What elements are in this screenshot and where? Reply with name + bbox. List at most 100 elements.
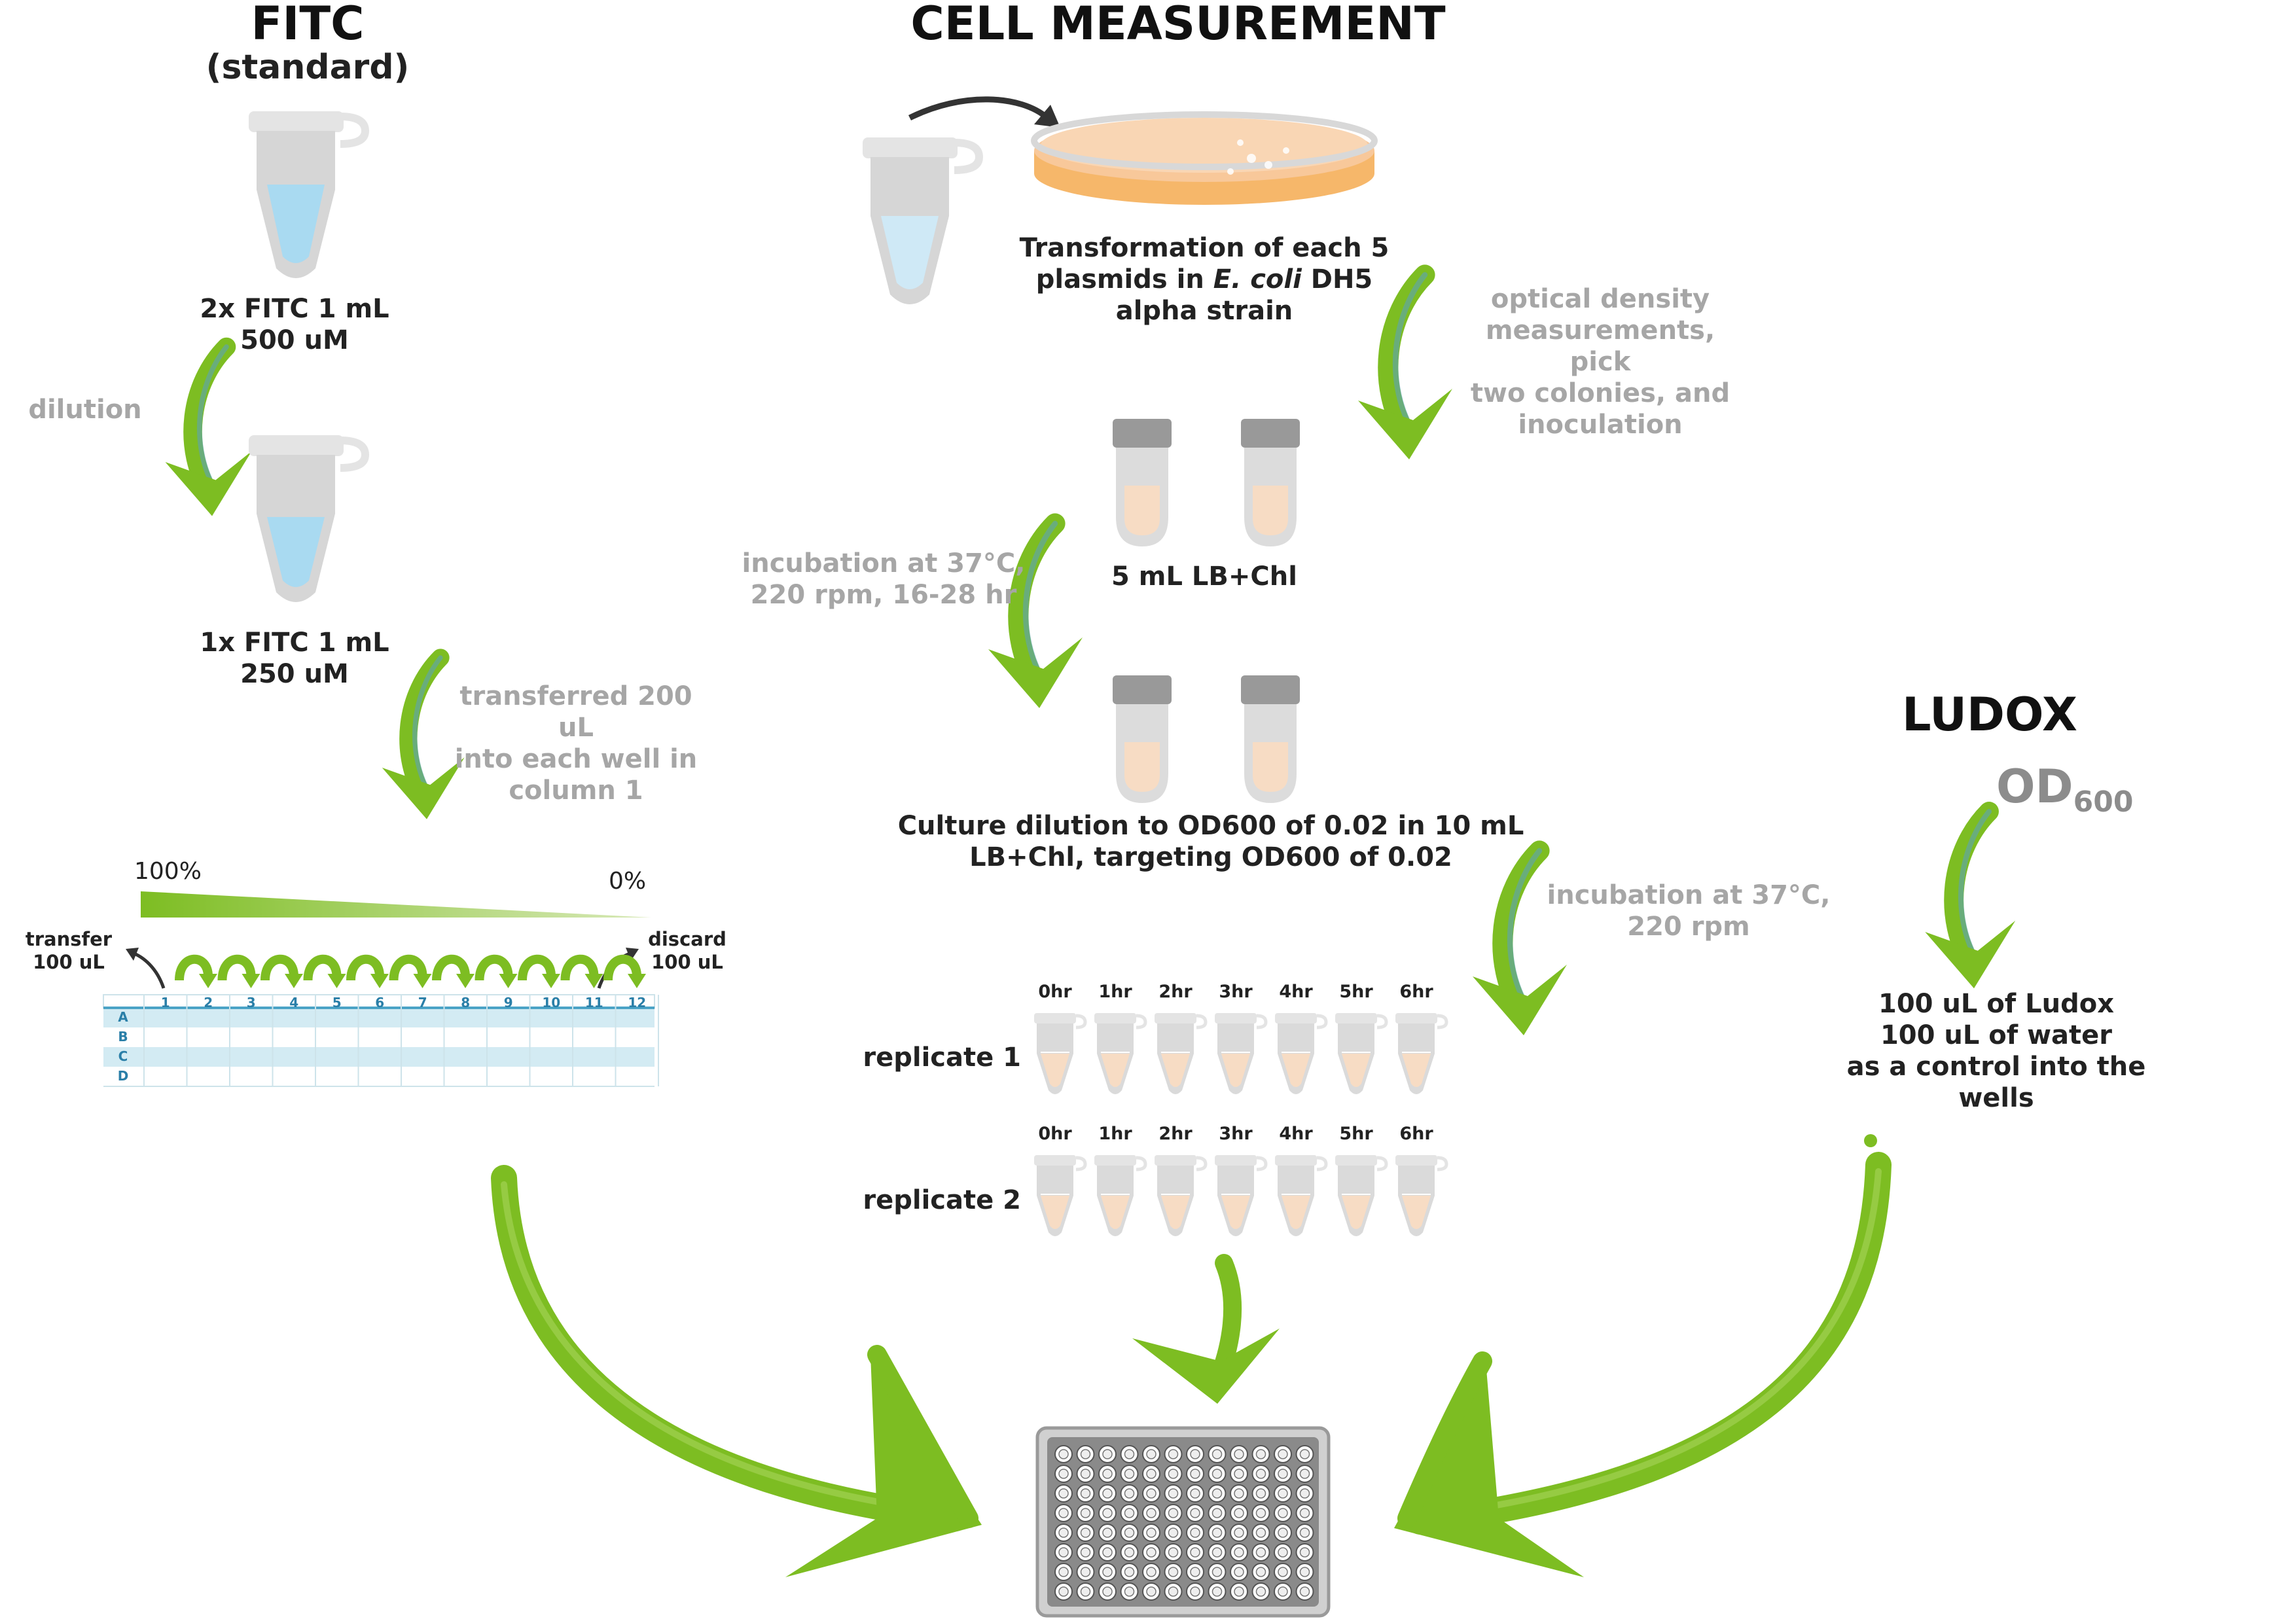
timepoint-label: 5hr: [1339, 1124, 1373, 1144]
timepoint-label: 0hr: [1038, 1124, 1072, 1144]
transfer-arrow-left-icon: [130, 950, 166, 989]
replicate-1-tubes: [1034, 1013, 1446, 1094]
replicate-2-tubes: [1034, 1155, 1446, 1236]
replicate-1-label: replicate 1: [863, 1043, 1021, 1073]
plate-column-label: 6: [375, 995, 385, 1010]
fitc-tube2-label: 1x FITC 1 mL 250 uM: [200, 628, 389, 689]
replicate-2-label: replicate 2: [863, 1185, 1021, 1215]
timepoint-tube-icon: [1395, 1155, 1446, 1236]
culture-tube-1-icon: [1113, 419, 1172, 546]
plate-column-label: 10: [542, 995, 561, 1010]
ludox-description: 100 uL of Ludox 100 uL of water as a contr…: [1846, 989, 2146, 1113]
96-well-plate-icon: [1035, 1426, 1331, 1618]
mini-transfer-arrow-icon: [351, 959, 389, 988]
timepoint-label: 6hr: [1399, 982, 1433, 1002]
fitc-tube1-label: 2x FITC 1 mL 500 uM: [200, 294, 389, 355]
mini-transfer-arrow-icon: [308, 959, 346, 988]
dilution-label: dilution: [28, 395, 142, 425]
mini-transfer-arrow-icon: [223, 959, 260, 988]
plate-column-label: 3: [246, 995, 256, 1010]
serial-transfer-arrows: [179, 959, 646, 988]
timepoint-tube-icon: [1034, 1013, 1085, 1094]
plate-row-label: A: [118, 1009, 128, 1025]
timepoint-tube-icon: [1215, 1155, 1266, 1236]
mini-transfer-arrow-icon: [179, 959, 217, 988]
culture-tube-2-icon: [1241, 419, 1300, 546]
fitc-tube-2x-icon: [249, 111, 370, 278]
plate-row-label: D: [117, 1068, 129, 1084]
timepoint-tube-icon: [1335, 1013, 1386, 1094]
timepoint-tube-icon: [1155, 1013, 1206, 1094]
timepoint-label: 3hr: [1219, 982, 1253, 1002]
plate-column-label: 5: [332, 995, 342, 1010]
to-dish-arrow-icon: [908, 96, 1049, 121]
plate-column-label: 4: [289, 995, 299, 1010]
plate-column-label: 2: [204, 995, 213, 1010]
timepoint-tube-icon: [1335, 1155, 1386, 1236]
timepoint-label: 1hr: [1098, 1124, 1132, 1144]
incubation-note-2: incubation at 37°C, 220 rpm: [1547, 880, 1831, 942]
discard-label: discard 100 uL: [648, 928, 726, 973]
cell-measurement-title: CELL MEASUREMENT: [910, 0, 1446, 50]
mini-transfer-arrow-icon: [480, 959, 518, 988]
plate-column-label: 7: [418, 995, 427, 1010]
timepoint-tube-icon: [1034, 1155, 1085, 1236]
incubation-arrow-2-icon: [1473, 851, 1567, 1035]
timepoint-tube-icon: [1215, 1013, 1266, 1094]
dilution-plate-grid: [103, 994, 659, 1087]
fitc-title: FITC: [251, 0, 365, 50]
plasmid-tube-icon: [863, 137, 984, 304]
plate-column-label: 11: [584, 995, 603, 1010]
ludox-to-plate-arrow-icon: [1394, 1152, 1892, 1577]
timepoint-label: 4hr: [1279, 1124, 1313, 1144]
ludox-arrow-icon: [1925, 812, 2015, 988]
transfer-note: transferred 200 uL into each well in colum…: [454, 681, 698, 806]
dilution-arrow-icon: [166, 347, 252, 516]
timepoint-tube-icon: [1155, 1155, 1206, 1236]
gradient-start-label: 100%: [134, 858, 202, 885]
timepoint-label: 2hr: [1158, 1124, 1193, 1144]
culture-tube-3-icon: [1113, 675, 1172, 803]
gradient-end-label: 0%: [609, 868, 647, 895]
timepoint-label: 3hr: [1219, 1124, 1253, 1144]
timepoint-tube-icon: [1275, 1155, 1326, 1236]
od-measurement-note: optical density measurements, pick two col…: [1470, 284, 1731, 440]
fitc-subtitle: (standard): [206, 48, 410, 87]
plate-column-label: 1: [160, 995, 170, 1010]
fitc-to-plate-arrow-icon: [491, 1165, 982, 1577]
timepoint-tube-icon: [1395, 1013, 1446, 1094]
timepoint-label: 6hr: [1399, 1124, 1433, 1144]
ludox-title: LUDOX: [1901, 688, 2078, 741]
culture-tube-4-icon: [1241, 675, 1300, 803]
transformation-label: Transformation of each 5 plasmids in E. …: [1019, 233, 1390, 326]
plate-column-label: 8: [461, 995, 471, 1010]
timepoint-tube-icon: [1275, 1013, 1326, 1094]
medium-label: 5 mL LB+Chl: [1111, 562, 1297, 592]
mini-transfer-arrow-icon: [394, 959, 432, 988]
timepoint-label: 4hr: [1279, 982, 1313, 1002]
mini-transfer-arrow-icon: [265, 959, 303, 988]
timepoint-label: 2hr: [1158, 982, 1193, 1002]
plate-column-label: 12: [628, 995, 647, 1010]
plate-column-label: 9: [503, 995, 513, 1010]
petri-dish-icon: [1031, 111, 1378, 205]
incubation-note-1: incubation at 37°C, 220 rpm, 16-28 hr: [742, 548, 1026, 610]
ludox-dot: [1864, 1134, 1877, 1147]
mini-transfer-arrow-icon: [522, 959, 560, 988]
mini-transfer-arrow-icon: [437, 959, 475, 988]
timepoint-label: 1hr: [1098, 982, 1132, 1002]
mini-transfer-arrow-icon: [565, 959, 603, 988]
fitc-tube-1x-icon: [249, 435, 370, 602]
to-plate-arrow-icon: [1132, 1254, 1280, 1404]
concentration-gradient: [141, 891, 651, 918]
timepoint-label: 5hr: [1339, 982, 1373, 1002]
od600-label: OD600: [1996, 760, 2134, 819]
timepoint-tube-icon: [1094, 1155, 1145, 1236]
plate-row-label: B: [118, 1029, 128, 1044]
plate-row-label: C: [118, 1048, 128, 1064]
timepoint-label: 0hr: [1038, 982, 1072, 1002]
culture-dilution-label: Culture dilution to OD600 of 0.02 in 10 …: [897, 811, 1524, 872]
timepoint-tube-icon: [1094, 1013, 1145, 1094]
transfer-label: transfer 100 uL: [25, 928, 113, 973]
